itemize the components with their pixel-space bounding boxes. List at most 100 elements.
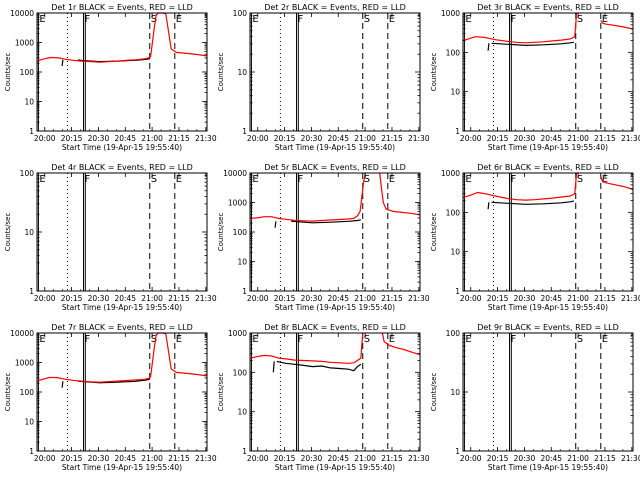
- event-marker-label: E: [176, 334, 182, 345]
- events-series-line: [61, 381, 64, 388]
- event-marker-label: E: [39, 14, 45, 25]
- x-tick-label: 21:15: [594, 454, 616, 463]
- events-series-line: [274, 221, 277, 228]
- x-tick-label: 20:15: [274, 454, 296, 463]
- event-marker-label: F: [511, 14, 517, 25]
- lld-series-line: [462, 12, 579, 44]
- x-tick-label: 20:00: [34, 294, 56, 303]
- x-tick-label: 20:45: [114, 294, 136, 303]
- y-tick-label: 100: [233, 368, 248, 377]
- event-marker-label: F: [511, 334, 517, 345]
- plot-frame: [462, 332, 634, 452]
- event-marker-label: S: [577, 14, 583, 25]
- y-tick-label: 1000: [228, 199, 247, 208]
- x-tick-label: 21:15: [168, 454, 190, 463]
- x-tick-label: 20:30: [301, 294, 323, 303]
- y-tick-label: 1: [455, 287, 460, 296]
- event-marker-label: E: [252, 14, 258, 25]
- x-tick-label: 21:00: [141, 294, 163, 303]
- y-tick-label: 1000: [15, 359, 34, 368]
- x-axis-label: Start Time (19-Apr-15 19:55:40): [62, 463, 182, 472]
- y-tick-label: 100: [446, 48, 461, 57]
- x-tick-label: 20:45: [114, 454, 136, 463]
- plot-frame: [462, 12, 634, 132]
- x-tick-label: 20:15: [61, 134, 83, 143]
- x-tick-label: 20:15: [61, 294, 83, 303]
- lld-series-line: [249, 172, 366, 222]
- x-tick-label: 20:15: [274, 294, 296, 303]
- y-tick-label: 1: [242, 127, 247, 136]
- x-tick-label: 20:30: [301, 454, 323, 463]
- panel-det-3: Det 3r BLACK = Events, RED = LLD E F S E 1 10 1…: [430, 3, 640, 152]
- x-tick-label: 20:15: [487, 294, 509, 303]
- y-tick-label: 1: [455, 447, 460, 456]
- panel-det-7: Det 7r BLACK = Events, RED = LLD E F S E 1 10 1…: [4, 323, 217, 472]
- events-series-line: [61, 59, 64, 67]
- event-marker-label: E: [465, 174, 471, 185]
- y-tick-label: 10: [450, 88, 460, 97]
- x-tick-label: 21:30: [621, 294, 640, 303]
- lld-series-line: [249, 332, 364, 364]
- event-marker-label: E: [602, 334, 608, 345]
- y-tick-label: 10: [237, 258, 247, 267]
- panel-det-1: Det 1r BLACK = Events, RED = LLD E F S E 1 10 1…: [4, 3, 217, 152]
- y-tick-label: 1000: [228, 329, 247, 338]
- y-tick-label: 10000: [10, 329, 34, 338]
- plot-frame: [249, 12, 421, 132]
- plot-frame: [249, 172, 421, 292]
- y-axis-label: Counts/sec: [217, 213, 225, 252]
- x-tick-label: 20:30: [88, 294, 110, 303]
- event-marker-label: E: [389, 14, 395, 25]
- y-tick-label: 10: [24, 418, 34, 427]
- x-tick-label: 21:15: [168, 294, 190, 303]
- event-marker-label: E: [176, 14, 182, 25]
- plot-frame: [249, 332, 421, 452]
- x-tick-label: 21:00: [567, 454, 589, 463]
- events-series-line: [487, 202, 490, 210]
- lld-series-line: [36, 332, 208, 383]
- x-tick-label: 20:00: [460, 134, 482, 143]
- panel-title: Det 9r BLACK = Events, RED = LLD: [477, 323, 619, 332]
- panel-title: Det 5r BLACK = Events, RED = LLD: [264, 163, 406, 172]
- x-tick-label: 21:00: [567, 134, 589, 143]
- event-marker-label: E: [602, 14, 608, 25]
- y-tick-label: 1: [29, 447, 34, 456]
- y-tick-label: 1000: [15, 39, 34, 48]
- panel-title: Det 4r BLACK = Events, RED = LLD: [51, 163, 193, 172]
- x-tick-label: 20:45: [540, 134, 562, 143]
- plot-frame: [36, 332, 208, 452]
- y-tick-label: 10: [24, 98, 34, 107]
- event-marker-label: E: [39, 174, 45, 185]
- panel-title: Det 3r BLACK = Events, RED = LLD: [477, 3, 619, 12]
- panel-title: Det 2r BLACK = Events, RED = LLD: [264, 3, 406, 12]
- events-series-line: [487, 43, 490, 51]
- panel-det-4: Det 4r BLACK = Events, RED = LLD E F S E 1 10 1…: [4, 163, 217, 312]
- panel-title: Det 1r BLACK = Events, RED = LLD: [51, 3, 193, 12]
- event-marker-label: F: [298, 334, 304, 345]
- event-marker-label: F: [298, 174, 304, 185]
- x-tick-label: 21:15: [381, 454, 403, 463]
- events-series-line: [491, 41, 574, 47]
- event-marker-label: F: [85, 174, 91, 185]
- event-marker-label: S: [151, 334, 157, 345]
- x-tick-label: 20:15: [61, 454, 83, 463]
- y-tick-label: 10000: [223, 169, 247, 178]
- y-axis-label: Counts/sec: [430, 213, 438, 252]
- event-marker-label: E: [602, 174, 608, 185]
- event-marker-label: F: [511, 174, 517, 185]
- event-marker-label: S: [577, 174, 583, 185]
- x-tick-label: 20:30: [514, 294, 536, 303]
- y-tick-label: 10: [237, 408, 247, 417]
- y-tick-label: 10: [237, 68, 247, 77]
- y-tick-label: 1: [242, 447, 247, 456]
- lld-series-line: [36, 12, 208, 63]
- x-tick-label: 21:30: [408, 294, 430, 303]
- panel-det-2: Det 2r BLACK = Events, RED = LLD E F S E 1 10 1…: [217, 3, 430, 152]
- x-axis-label: Start Time (19-Apr-15 19:55:40): [62, 303, 182, 312]
- lld-series-line: [600, 176, 634, 191]
- x-tick-label: 20:45: [327, 454, 349, 463]
- event-marker-label: F: [85, 334, 91, 345]
- event-marker-label: S: [364, 174, 370, 185]
- y-axis-label: Counts/sec: [4, 213, 12, 252]
